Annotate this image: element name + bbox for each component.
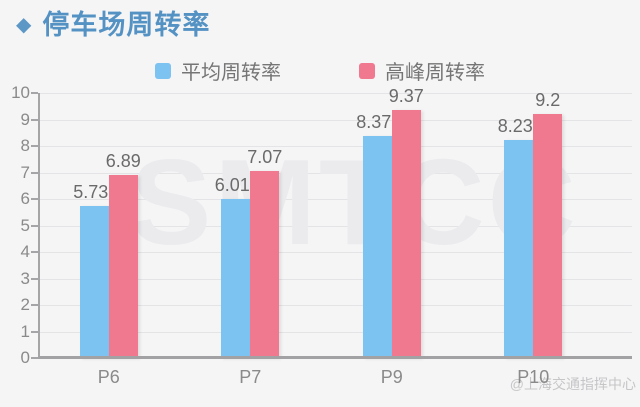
bar-value-label: 9.2 <box>535 90 561 111</box>
grid-line <box>38 199 632 200</box>
x-axis-label: P7 <box>239 367 262 387</box>
y-axis-tick-label: 5 <box>20 215 30 235</box>
bar-value-label: 8.23 <box>497 115 533 136</box>
grid-line <box>38 252 632 253</box>
legend-label-peak: 高峰周转率 <box>385 62 485 84</box>
y-axis-tick <box>31 224 38 227</box>
legend-item-average[interactable]: 平均周转率 <box>155 56 281 85</box>
y-axis-tick-label: 2 <box>20 295 30 314</box>
bar-group: 5.73 6.89 P6 <box>38 93 180 387</box>
grid-line <box>38 119 632 121</box>
bar-value-label: 7.07 <box>247 146 283 167</box>
y-axis-tick <box>31 330 38 333</box>
y-axis-tick <box>31 171 38 174</box>
bar-value-label: 8.37 <box>356 112 392 133</box>
y-axis-tick-label: 4 <box>20 242 30 261</box>
legend: 平均周转率 高峰周转率 <box>0 56 640 85</box>
bar-pair: 8.23 9.2 <box>498 90 563 358</box>
bar-peak[interactable]: 9.37 <box>389 86 424 358</box>
y-axis-tick-label: 10 <box>11 83 30 102</box>
grid-line <box>38 331 632 333</box>
y-axis-line <box>38 93 40 358</box>
x-axis-line <box>38 356 632 359</box>
bar-pair: 5.73 6.89 <box>73 93 141 358</box>
y-axis-tick-label: 9 <box>20 109 30 129</box>
credit-watermark: @上海交通指挥中心 <box>509 376 636 392</box>
x-axis-label: P6 <box>97 367 120 387</box>
y-axis-tick-label: 0 <box>20 348 30 367</box>
y-axis-tick <box>31 92 38 94</box>
grid-line <box>38 278 632 280</box>
bar-value-label: 6.89 <box>105 151 141 172</box>
y-axis-tick <box>31 277 38 280</box>
page-title: 停车场周转率 <box>42 10 211 40</box>
legend-item-peak[interactable]: 高峰周转率 <box>359 56 485 85</box>
bar-groups: 5.73 6.89 P6 6.01 7.07 P7 8.37 9.37 P9 8.23 9.2 P10 <box>38 86 605 387</box>
grid-line <box>38 93 632 94</box>
bar-value-label: 6.01 <box>214 174 250 195</box>
y-axis-tick <box>31 118 38 121</box>
y-axis-tick <box>31 357 38 359</box>
grid-line <box>38 225 632 227</box>
y-axis-tick-label: 3 <box>20 268 30 288</box>
grid-line <box>38 172 632 174</box>
y-axis-tick <box>31 145 38 147</box>
bar-pair: 8.37 9.37 <box>356 86 424 358</box>
bar-value-label: 5.73 <box>73 182 109 203</box>
bar-group: 8.23 9.2 P10 <box>463 90 605 387</box>
y-axis-tick-label: 6 <box>20 189 30 208</box>
y-axis-tick <box>31 304 38 306</box>
plot-area: SMTCC 5.73 6.89 P6 6.01 7.07 P7 8.37 9.37 P9 8.23… <box>11 83 632 387</box>
x-axis-label: P10 <box>517 367 550 387</box>
legend-swatch-peak <box>359 62 375 79</box>
bar-average[interactable]: 8.37 <box>356 112 392 358</box>
y-axis-tick-label: 8 <box>20 136 30 155</box>
y-axis-tick <box>31 198 38 200</box>
bar-value-label: 9.37 <box>388 85 424 106</box>
x-axis-label: P9 <box>380 367 403 387</box>
legend-swatch-average <box>155 62 171 79</box>
diamond-bullet-icon: ◆ <box>16 14 32 37</box>
y-axis-tick-label: 1 <box>20 321 30 341</box>
bar-group: 8.37 9.37 P9 <box>321 86 463 387</box>
bar-average[interactable]: 6.01 <box>215 175 251 358</box>
bar-peak[interactable]: 7.07 <box>247 147 282 358</box>
bar-average[interactable]: 8.23 <box>498 116 534 358</box>
bar-average[interactable]: 5.73 <box>73 182 109 358</box>
chart-header: ◆ 停车场周转率 <box>16 9 210 41</box>
grid-line <box>38 146 632 147</box>
y-axis-tick <box>31 251 38 253</box>
bar-group: 6.01 7.07 P7 <box>180 93 322 387</box>
bar-pair: 6.01 7.07 <box>215 93 282 358</box>
legend-label-average: 平均周转率 <box>181 62 281 84</box>
bar-peak[interactable]: 6.89 <box>106 151 141 358</box>
y-axis-tick-label: 7 <box>20 162 30 182</box>
bar-peak[interactable]: 9.2 <box>533 90 563 358</box>
grid-line <box>38 305 632 306</box>
